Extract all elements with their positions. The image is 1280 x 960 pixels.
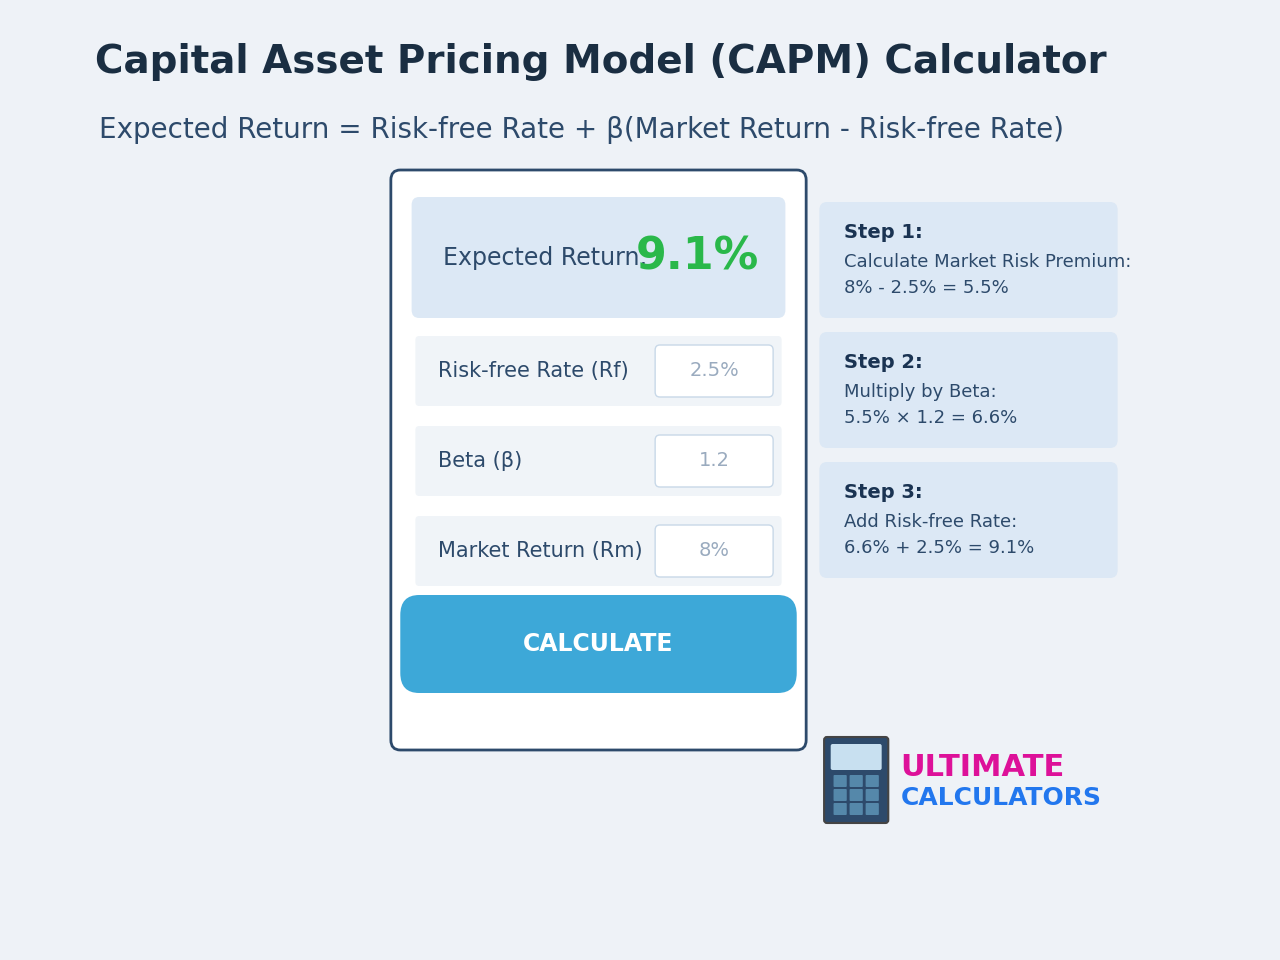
FancyBboxPatch shape	[416, 426, 782, 496]
FancyBboxPatch shape	[655, 345, 773, 397]
Text: Step 2:: Step 2:	[844, 352, 923, 372]
FancyBboxPatch shape	[833, 789, 847, 801]
Text: Expected Return:: Expected Return:	[443, 246, 648, 270]
Text: 1.2: 1.2	[699, 451, 730, 470]
Text: 9.1%: 9.1%	[636, 236, 759, 279]
FancyBboxPatch shape	[833, 803, 847, 815]
Text: Beta (β): Beta (β)	[438, 451, 522, 471]
Text: Capital Asset Pricing Model (CAPM) Calculator: Capital Asset Pricing Model (CAPM) Calcu…	[95, 43, 1106, 81]
Text: 8%: 8%	[699, 541, 730, 561]
FancyBboxPatch shape	[390, 170, 806, 750]
FancyBboxPatch shape	[416, 516, 782, 586]
Text: 5.5% × 1.2 = 6.6%: 5.5% × 1.2 = 6.6%	[844, 409, 1018, 427]
Text: Multiply by Beta:: Multiply by Beta:	[844, 383, 997, 401]
FancyBboxPatch shape	[655, 525, 773, 577]
Text: Step 3:: Step 3:	[844, 483, 923, 501]
Text: ULTIMATE: ULTIMATE	[901, 754, 1065, 782]
Text: CALCULATORS: CALCULATORS	[901, 786, 1102, 810]
FancyBboxPatch shape	[655, 435, 773, 487]
FancyBboxPatch shape	[819, 332, 1117, 448]
FancyBboxPatch shape	[865, 775, 879, 787]
FancyBboxPatch shape	[865, 789, 879, 801]
Text: Step 1:: Step 1:	[844, 223, 923, 242]
FancyBboxPatch shape	[819, 462, 1117, 578]
FancyBboxPatch shape	[850, 803, 863, 815]
FancyBboxPatch shape	[850, 789, 863, 801]
Text: Calculate Market Risk Premium:: Calculate Market Risk Premium:	[844, 253, 1132, 271]
FancyBboxPatch shape	[412, 197, 786, 318]
FancyBboxPatch shape	[850, 775, 863, 787]
FancyBboxPatch shape	[401, 595, 796, 693]
Text: Add Risk-free Rate:: Add Risk-free Rate:	[844, 513, 1018, 531]
Text: 6.6% + 2.5% = 9.1%: 6.6% + 2.5% = 9.1%	[844, 539, 1034, 557]
FancyBboxPatch shape	[819, 202, 1117, 318]
Text: Expected Return = Risk-free Rate + β(Market Return - Risk-free Rate): Expected Return = Risk-free Rate + β(Mar…	[99, 116, 1064, 144]
Text: CALCULATE: CALCULATE	[524, 632, 673, 656]
FancyBboxPatch shape	[824, 737, 888, 823]
FancyBboxPatch shape	[833, 775, 847, 787]
FancyBboxPatch shape	[865, 803, 879, 815]
Text: Risk-free Rate (Rf): Risk-free Rate (Rf)	[438, 361, 628, 381]
FancyBboxPatch shape	[416, 336, 782, 406]
FancyBboxPatch shape	[831, 744, 882, 770]
Text: 2.5%: 2.5%	[689, 362, 739, 380]
Text: 8% - 2.5% = 5.5%: 8% - 2.5% = 5.5%	[844, 279, 1009, 297]
Text: Market Return (Rm): Market Return (Rm)	[438, 541, 643, 561]
